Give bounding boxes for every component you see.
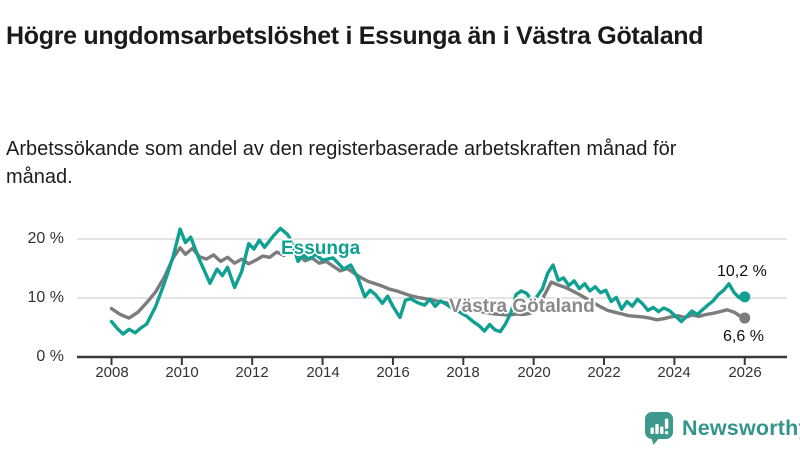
x-axis-tick-label: 2008	[95, 364, 129, 381]
page-title: Högre ungdomsarbetslöshet i Essunga än i…	[6, 21, 704, 50]
value-label-vastra-gotaland: 6,6 %	[723, 328, 764, 345]
x-axis-tick-label: 2014	[306, 364, 340, 381]
x-axis-tick-label: 2016	[376, 364, 410, 381]
x-axis-tick-label: 2010	[165, 364, 199, 381]
bar-chart-speech-bubble-icon	[644, 411, 674, 445]
y-axis-tick-label: 20 %	[27, 230, 64, 247]
y-axis-tick-label: 10 %	[27, 289, 64, 306]
series-label-vastra-gotaland: Västra Götaland	[449, 296, 595, 317]
x-axis-tick-label: 2026	[728, 364, 762, 381]
value-label-essunga: 10,2 %	[717, 263, 767, 280]
x-axis-tick-label: 2018	[446, 364, 480, 381]
chart-subtitle: Arbetssökande som andel av den registerb…	[6, 138, 677, 188]
x-axis-tick-label: 2022	[587, 364, 621, 381]
x-axis-tick-label: 2024	[657, 364, 691, 381]
series-label-essunga: Essunga	[281, 238, 361, 259]
chart-canvas	[77, 226, 787, 365]
newsworthy-wordmark: Newsworthy	[682, 415, 800, 440]
x-axis-tick-label: 2020	[517, 364, 551, 381]
newsworthy-logo[interactable]: Newsworthy	[644, 411, 800, 445]
y-axis-tick-label: 0 %	[36, 348, 64, 365]
x-axis-tick-label: 2012	[235, 364, 269, 381]
